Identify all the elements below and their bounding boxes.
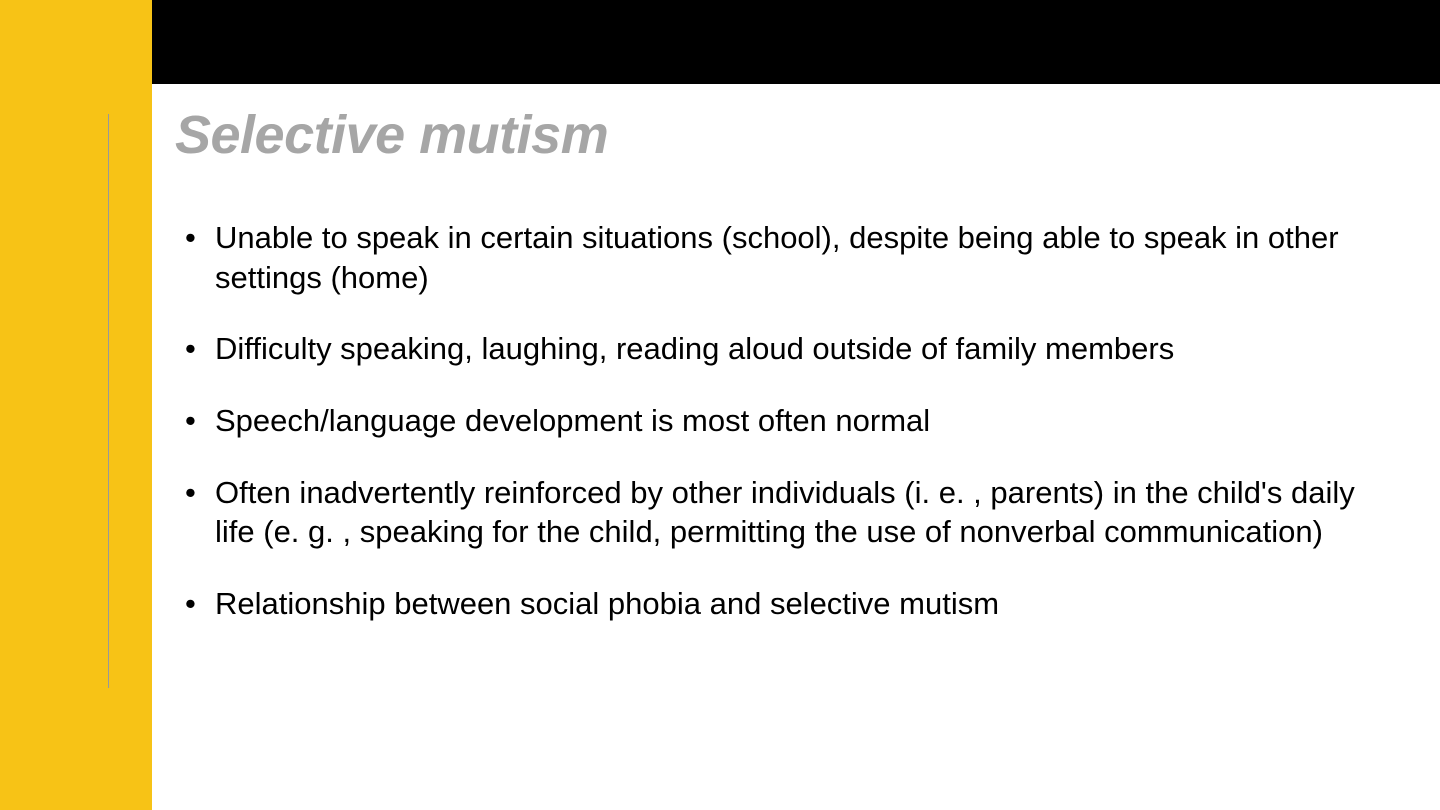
slide-content: Selective mutism Unable to speak in cert… [175, 104, 1395, 656]
top-header-bar [152, 0, 1440, 84]
bullet-item: Speech/language development is most ofte… [175, 401, 1395, 441]
bullet-item: Often inadvertently reinforced by other … [175, 473, 1395, 552]
bullet-item: Difficulty speaking, laughing, reading a… [175, 329, 1395, 369]
bullet-item: Unable to speak in certain situations (s… [175, 218, 1395, 297]
sidebar-accent-bar [0, 0, 152, 810]
vertical-divider-line [108, 114, 109, 688]
slide-title: Selective mutism [175, 104, 1395, 166]
bullet-list: Unable to speak in certain situations (s… [175, 218, 1395, 624]
bullet-item: Relationship between social phobia and s… [175, 584, 1395, 624]
